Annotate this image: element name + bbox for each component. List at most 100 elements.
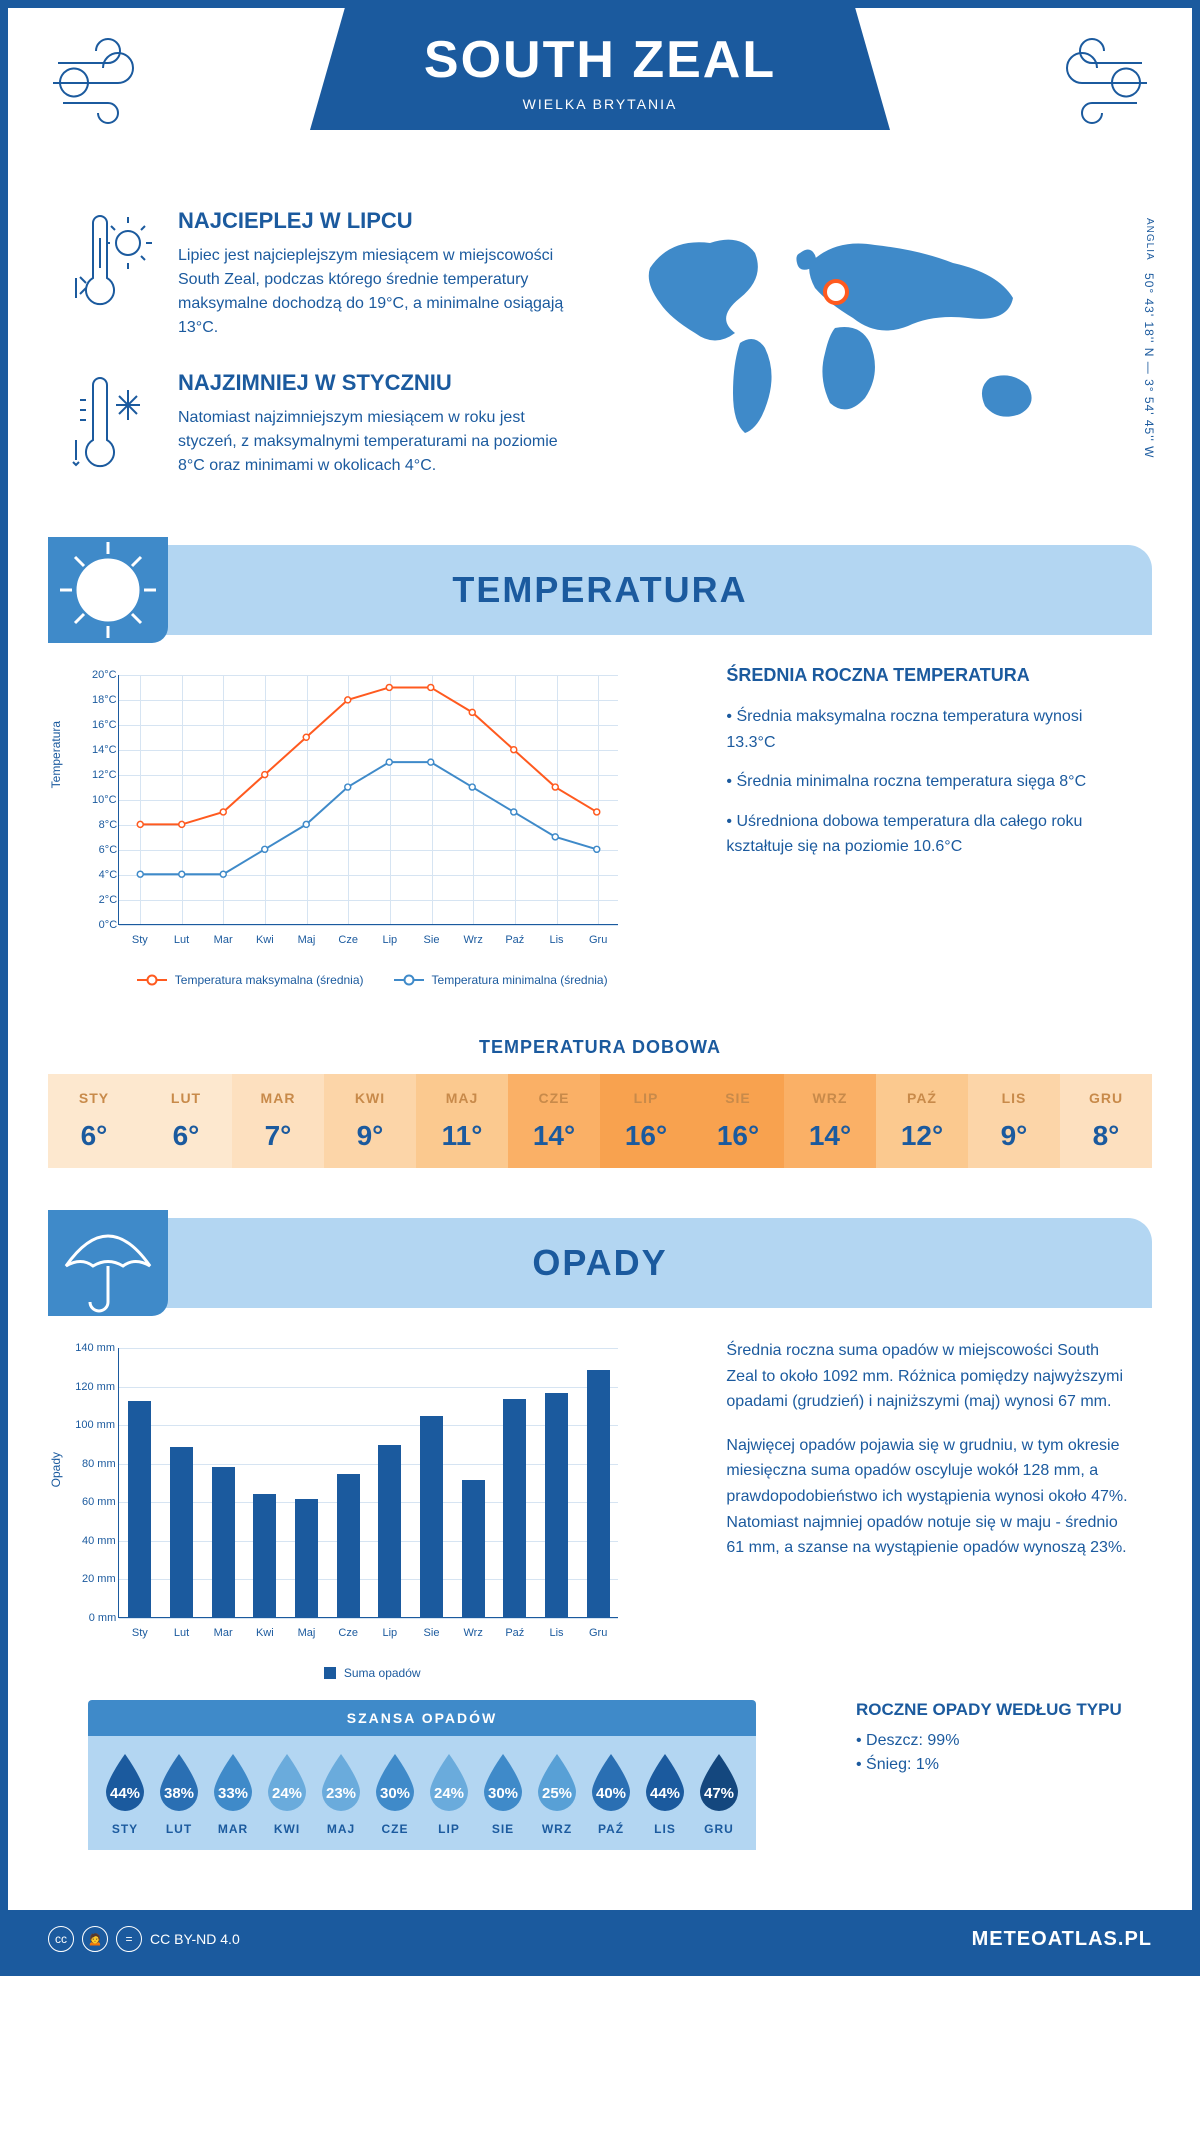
- ytick: 140 mm: [75, 1342, 115, 1354]
- map-column: ANGLIA 50° 43' 18'' N — 3° 54' 45'' W: [620, 208, 1132, 515]
- xtick: Lut: [174, 934, 189, 946]
- bar: [253, 1494, 276, 1617]
- ytick: 16°C: [92, 719, 117, 731]
- chance-value: 30%: [368, 1785, 422, 1802]
- xtick: Sie: [424, 1627, 440, 1639]
- chance-cell: 24% LIP: [422, 1750, 476, 1836]
- temperature-info: ŚREDNIA ROCZNA TEMPERATURA • Średnia mak…: [726, 665, 1132, 987]
- temperature-section-header: TEMPERATURA: [48, 545, 1152, 635]
- daily-month: LIP: [600, 1090, 692, 1106]
- xtick: Gru: [589, 1627, 607, 1639]
- chance-cell: 23% MAJ: [314, 1750, 368, 1836]
- rain-chance-row: 44% STY 38% LUT 33% MAR 24% KWI 23% MAJ …: [88, 1736, 756, 1850]
- chance-cell: 24% KWI: [260, 1750, 314, 1836]
- daily-cell: MAJ11°: [416, 1074, 508, 1168]
- bar: [503, 1399, 526, 1617]
- daily-month: PAŹ: [876, 1090, 968, 1106]
- daily-temp-title: TEMPERATURA DOBOWA: [8, 1037, 1192, 1058]
- chance-month: WRZ: [530, 1822, 584, 1836]
- country-subtitle: WIELKA BRYTANIA: [310, 96, 890, 112]
- wind-icon-left: [48, 38, 168, 128]
- ytick: 40 mm: [82, 1535, 116, 1547]
- chance-month: MAR: [206, 1822, 260, 1836]
- xtick: Sty: [132, 934, 148, 946]
- daily-month: GRU: [1060, 1090, 1152, 1106]
- chance-cell: 47% GRU: [692, 1750, 746, 1836]
- daily-cell: CZE14°: [508, 1074, 600, 1168]
- xtick: Kwi: [256, 934, 274, 946]
- xtick: Cze: [338, 1627, 358, 1639]
- hottest-title: NAJCIEPLEJ W LIPCU: [178, 208, 580, 234]
- header: SOUTH ZEAL WIELKA BRYTANIA: [8, 8, 1192, 188]
- chance-cell: 44% LIS: [638, 1750, 692, 1836]
- cc-icon: cc: [48, 1926, 74, 1952]
- daily-cell: STY6°: [48, 1074, 140, 1168]
- raindrop-icon: 30%: [476, 1750, 530, 1814]
- chance-value: 24%: [260, 1785, 314, 1802]
- wind-icon-right: [1032, 38, 1152, 128]
- raindrop-icon: 44%: [98, 1750, 152, 1814]
- summary-row: NAJCIEPLEJ W LIPCU Lipiec jest najcieple…: [8, 188, 1192, 545]
- hottest-block: NAJCIEPLEJ W LIPCU Lipiec jest najcieple…: [68, 208, 580, 340]
- ytick: 14°C: [92, 744, 117, 756]
- daily-month: SIE: [692, 1090, 784, 1106]
- xtick: Wrz: [463, 1627, 482, 1639]
- ytick: 10°C: [92, 794, 117, 806]
- coldest-title: NAJZIMNIEJ W STYCZNIU: [178, 370, 580, 396]
- hottest-text: Lipiec jest najcieplejszym miesiącem w m…: [178, 244, 580, 340]
- avg-temp-title: ŚREDNIA ROCZNA TEMPERATURA: [726, 665, 1132, 686]
- daily-value: 9°: [324, 1120, 416, 1152]
- ytick: 8°C: [99, 819, 117, 831]
- raindrop-icon: 40%: [584, 1750, 638, 1814]
- ytick: 2°C: [99, 894, 117, 906]
- chance-cell: 30% CZE: [368, 1750, 422, 1836]
- daily-cell: GRU8°: [1060, 1074, 1152, 1168]
- bar: [128, 1401, 151, 1617]
- chance-month: SIE: [476, 1822, 530, 1836]
- chance-month: GRU: [692, 1822, 746, 1836]
- rain-type-row: • Deszcz: 99%: [856, 1732, 1152, 1750]
- daily-cell: PAŹ12°: [876, 1074, 968, 1168]
- precipitation-body: Opady 0 mm20 mm40 mm60 mm80 mm100 mm120 …: [8, 1338, 1192, 1700]
- legend-min: Temperatura minimalna (średnia): [394, 973, 608, 987]
- rain-chance-title: SZANSA OPADÓW: [88, 1700, 756, 1736]
- thermometer-snow-icon: [68, 370, 158, 485]
- xtick: Sie: [424, 934, 440, 946]
- ytick: 12°C: [92, 769, 117, 781]
- coords-text: 50° 43' 18'' N — 3° 54' 45'' W: [1142, 273, 1156, 458]
- daily-temp-table: STY6°LUT6°MAR7°KWI9°MAJ11°CZE14°LIP16°SI…: [48, 1074, 1152, 1168]
- raindrop-icon: 23%: [314, 1750, 368, 1814]
- legend-rain: Suma opadów: [324, 1666, 421, 1680]
- chance-value: 30%: [476, 1785, 530, 1802]
- daily-month: KWI: [324, 1090, 416, 1106]
- daily-month: MAR: [232, 1090, 324, 1106]
- chance-value: 23%: [314, 1785, 368, 1802]
- daily-value: 14°: [508, 1120, 600, 1152]
- by-icon: 🙍: [82, 1926, 108, 1952]
- bar: [337, 1474, 360, 1617]
- chance-value: 38%: [152, 1785, 206, 1802]
- rain-paragraph: Średnia roczna suma opadów w miejscowośc…: [726, 1338, 1132, 1415]
- chance-value: 47%: [692, 1785, 746, 1802]
- rain-y-axis-label: Opady: [49, 1452, 63, 1487]
- license-block: cc 🙍 = CC BY-ND 4.0: [48, 1926, 240, 1952]
- chance-month: LIP: [422, 1822, 476, 1836]
- xtick: Maj: [298, 1627, 316, 1639]
- site-name: METEOATLAS.PL: [972, 1928, 1152, 1951]
- xtick: Kwi: [256, 1627, 274, 1639]
- raindrop-icon: 24%: [422, 1750, 476, 1814]
- bar: [378, 1445, 401, 1617]
- daily-month: MAJ: [416, 1090, 508, 1106]
- location-title: SOUTH ZEAL: [310, 30, 890, 90]
- xtick: Maj: [298, 934, 316, 946]
- temp-bullet: • Uśredniona dobowa temperatura dla całe…: [726, 809, 1132, 860]
- coordinates-label: ANGLIA 50° 43' 18'' N — 3° 54' 45'' W: [1142, 218, 1156, 458]
- rain-type-title: ROCZNE OPADY WEDŁUG TYPU: [856, 1700, 1152, 1720]
- xtick: Lis: [549, 1627, 563, 1639]
- xtick: Mar: [214, 1627, 233, 1639]
- legend-swatch-rain: [324, 1667, 336, 1679]
- xtick: Mar: [214, 934, 233, 946]
- ytick: 6°C: [99, 844, 117, 856]
- nd-icon: =: [116, 1926, 142, 1952]
- chance-value: 44%: [638, 1785, 692, 1802]
